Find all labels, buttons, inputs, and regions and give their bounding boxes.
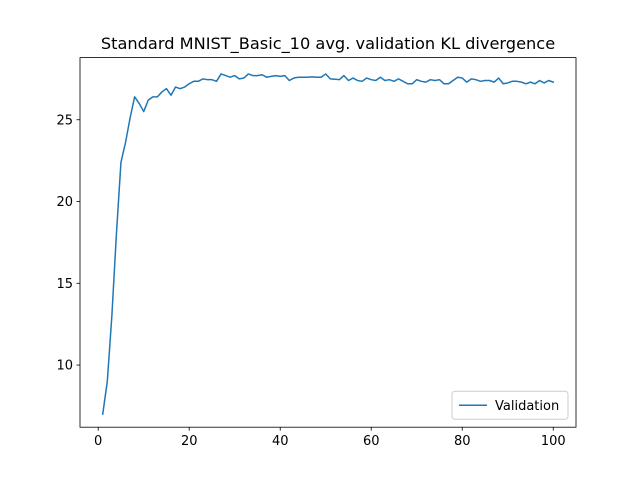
legend-box — [451, 390, 569, 420]
x-tick-label: 60 — [363, 434, 380, 449]
y-tick-label: 15 — [56, 277, 73, 292]
x-tick-label: 20 — [181, 434, 198, 449]
series-line-0 — [101, 73, 555, 415]
y-tick-label: 25 — [56, 113, 73, 128]
legend-label: Validation — [495, 399, 559, 414]
y-tick-label: 10 — [56, 359, 73, 374]
x-tick-label: 0 — [94, 434, 102, 449]
axes-frame — [79, 57, 577, 428]
x-tick-label: 40 — [272, 434, 289, 449]
plot-area — [101, 73, 555, 415]
x-tick-label: 80 — [454, 434, 471, 449]
x-tick-label: 100 — [541, 434, 566, 449]
axes: 0 20 40 60 80 100 10 15 20 25 — [56, 57, 577, 449]
legend: Validation — [451, 390, 569, 420]
chart-title: Standard MNIST_Basic_10 avg. validation … — [101, 34, 555, 54]
y-tick-label: 20 — [56, 195, 73, 210]
